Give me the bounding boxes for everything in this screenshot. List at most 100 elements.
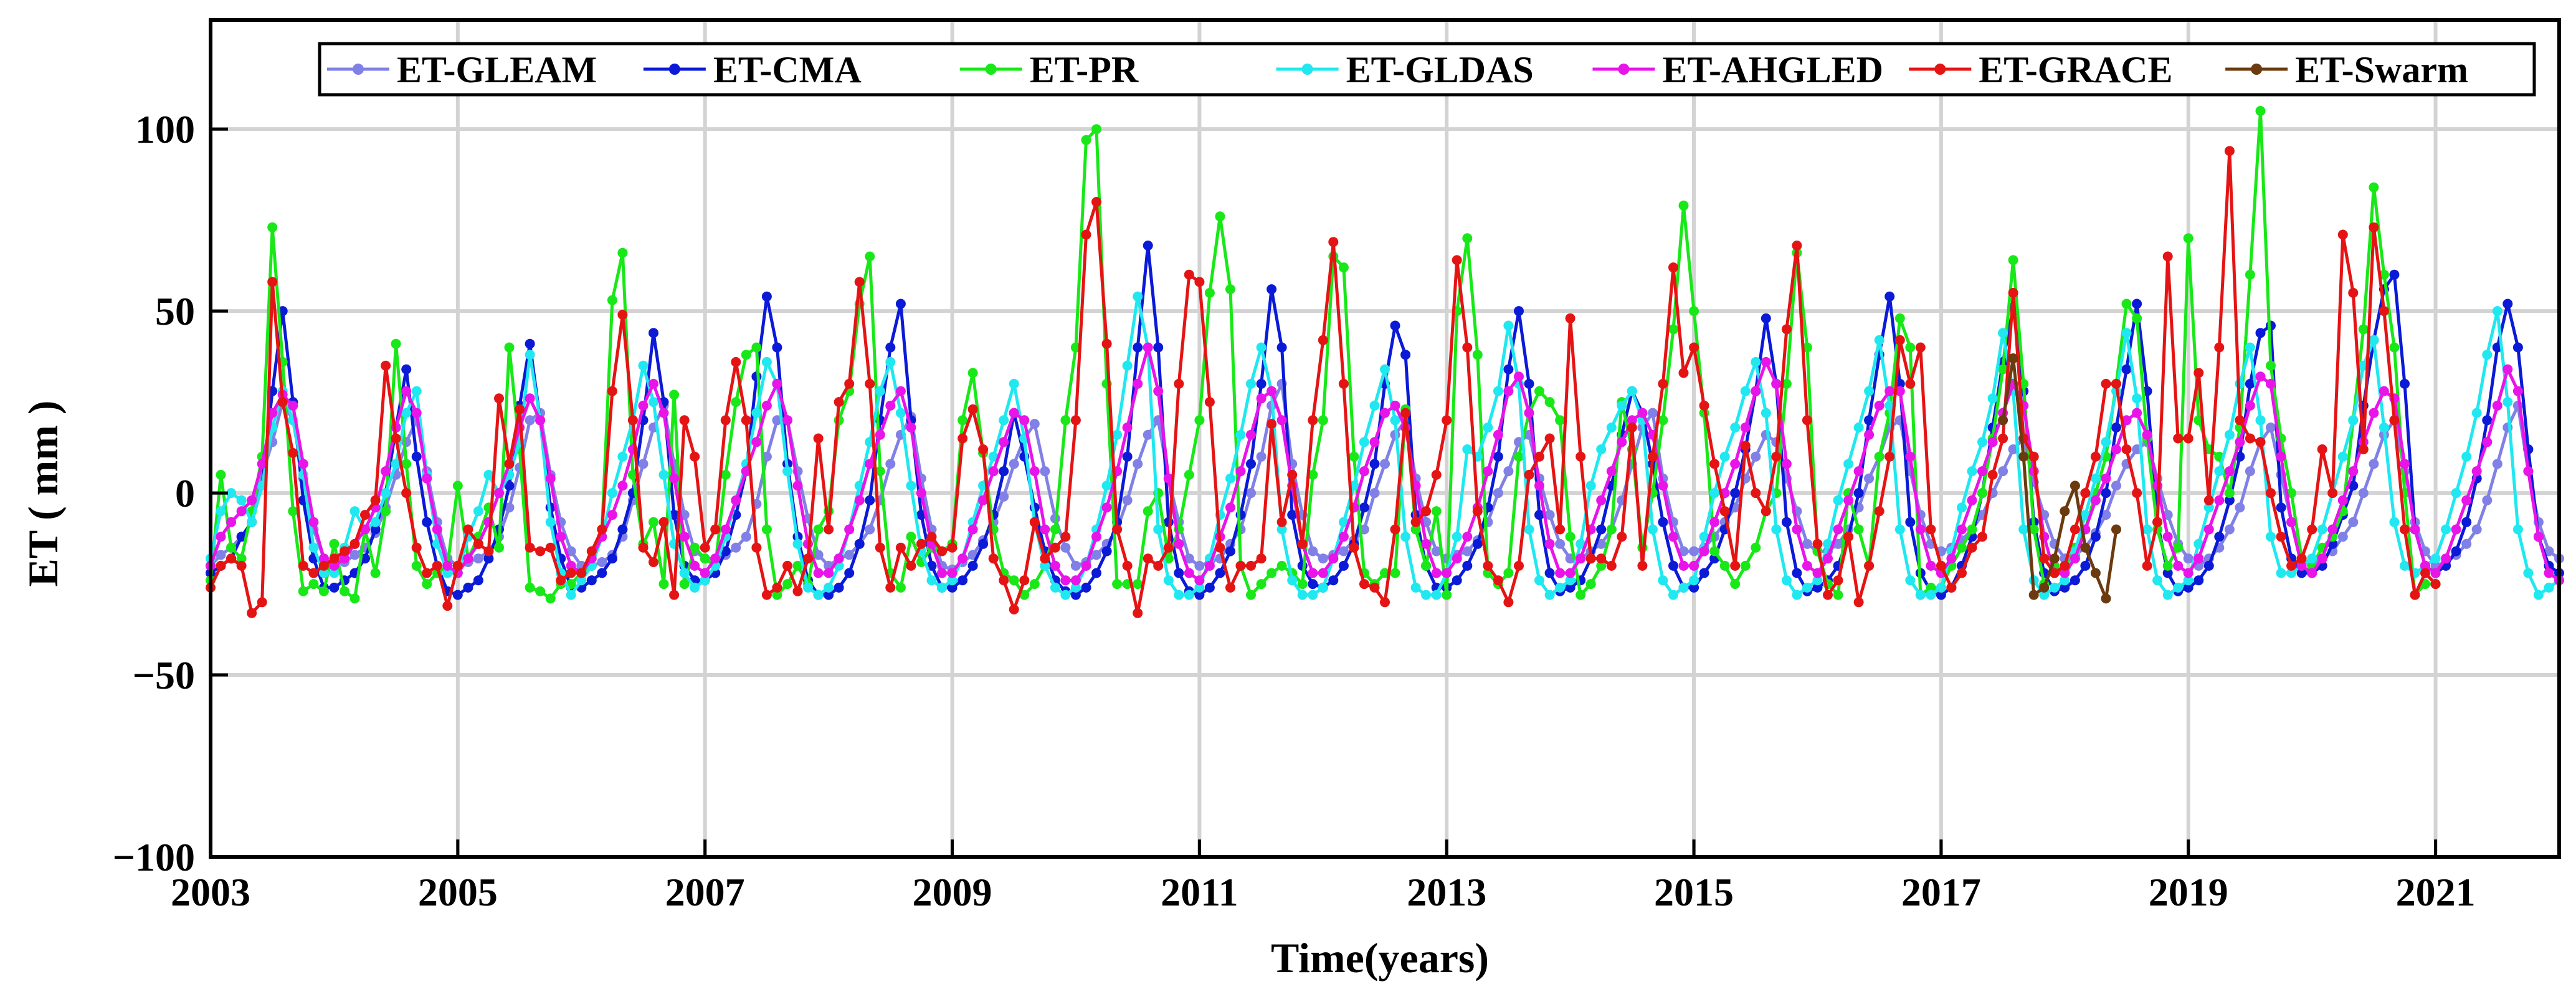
- data-point: [2255, 415, 2266, 426]
- data-point: [937, 568, 947, 578]
- data-point: [2400, 459, 2410, 469]
- data-point: [2533, 532, 2544, 542]
- data-point: [2544, 568, 2554, 578]
- data-point: [216, 469, 226, 480]
- data-point: [1050, 524, 1060, 535]
- data-point: [1472, 506, 1483, 517]
- data-point: [1204, 582, 1215, 593]
- data-point: [1338, 262, 1349, 273]
- data-point: [1153, 386, 1164, 396]
- data-point: [2193, 368, 2204, 378]
- data-point: [236, 506, 247, 517]
- data-point: [2379, 423, 2389, 433]
- legend-marker: [985, 64, 997, 75]
- data-point: [875, 386, 885, 396]
- data-point: [1617, 400, 1627, 411]
- x-tick-label: 2013: [1407, 870, 1486, 914]
- data-point: [1246, 459, 1256, 469]
- data-point: [473, 506, 483, 517]
- data-point: [947, 542, 958, 553]
- data-point: [2337, 451, 2348, 462]
- data-point: [2193, 553, 2204, 564]
- legend-item-et-ahgled: ET-AHGLED: [1592, 49, 1883, 90]
- data-point: [1853, 423, 1864, 433]
- y-tick-label: 50: [155, 289, 195, 333]
- data-point: [1957, 542, 1967, 553]
- data-point: [1421, 538, 1432, 549]
- data-point: [1318, 568, 1328, 578]
- data-point: [1998, 364, 2008, 375]
- data-point: [1936, 590, 1946, 600]
- data-point: [1585, 553, 1596, 564]
- data-point: [1143, 342, 1153, 353]
- data-point: [1225, 546, 1235, 557]
- data-point: [1596, 495, 1607, 505]
- data-point: [1576, 590, 1586, 600]
- data-point: [504, 342, 515, 353]
- x-tick-label: 2005: [418, 870, 498, 914]
- data-point: [411, 408, 422, 418]
- data-point: [1390, 415, 1400, 426]
- legend-marker: [1618, 64, 1630, 75]
- data-point: [1647, 408, 1658, 418]
- data-point: [1246, 429, 1256, 440]
- data-point: [1658, 480, 1668, 491]
- data-point: [1328, 553, 1339, 564]
- plot-frame: [209, 18, 2561, 859]
- data-point: [1040, 553, 1050, 564]
- data-point: [1122, 560, 1133, 571]
- data-point: [1812, 538, 1823, 549]
- data-point: [967, 404, 978, 414]
- data-point: [916, 488, 926, 499]
- legend-marker: [668, 64, 680, 75]
- data-point: [731, 397, 741, 408]
- data-point: [2070, 575, 2080, 586]
- data-point: [2482, 350, 2493, 360]
- data-point: [1163, 542, 1174, 553]
- data-point: [978, 444, 989, 454]
- data-point: [885, 459, 896, 469]
- data-point: [1926, 582, 1936, 593]
- data-point: [2286, 488, 2297, 499]
- data-point: [1555, 538, 1566, 549]
- data-point: [1040, 466, 1050, 477]
- data-point: [1308, 415, 1318, 426]
- data-point: [1596, 538, 1607, 549]
- data-point: [947, 575, 958, 586]
- data-point: [2471, 408, 2482, 418]
- data-point: [329, 538, 340, 549]
- data-point: [1555, 524, 1566, 535]
- data-point: [2183, 233, 2193, 244]
- data-point: [1617, 437, 1627, 447]
- data-point: [813, 590, 824, 600]
- data-point: [1091, 532, 1101, 542]
- data-point: [1442, 590, 1452, 600]
- data-point: [2337, 532, 2348, 542]
- data-point: [607, 386, 617, 396]
- data-point: [1256, 378, 1267, 389]
- data-point: [1905, 378, 1916, 389]
- data-point: [1338, 532, 1349, 542]
- data-point: [2224, 146, 2235, 156]
- data-point: [2296, 560, 2307, 571]
- data-point: [1400, 532, 1411, 542]
- data-point: [2286, 517, 2297, 527]
- data-point: [2482, 495, 2493, 505]
- data-point: [1781, 459, 1792, 469]
- legend-item-et-gleam: ET-GLEAM: [327, 49, 597, 90]
- data-point: [916, 538, 926, 549]
- data-point: [2111, 378, 2121, 389]
- data-point: [2348, 466, 2359, 477]
- data-point: [1431, 568, 1442, 578]
- data-point: [844, 378, 855, 389]
- data-point: [360, 510, 370, 520]
- data-point: [2173, 433, 2184, 444]
- data-point: [679, 532, 690, 542]
- data-point: [1297, 579, 1308, 590]
- data-point: [411, 560, 422, 571]
- data-point: [1308, 469, 1318, 480]
- data-point: [1452, 255, 1462, 265]
- data-point: [617, 451, 628, 462]
- data-point: [772, 582, 782, 593]
- data-point: [1431, 506, 1442, 517]
